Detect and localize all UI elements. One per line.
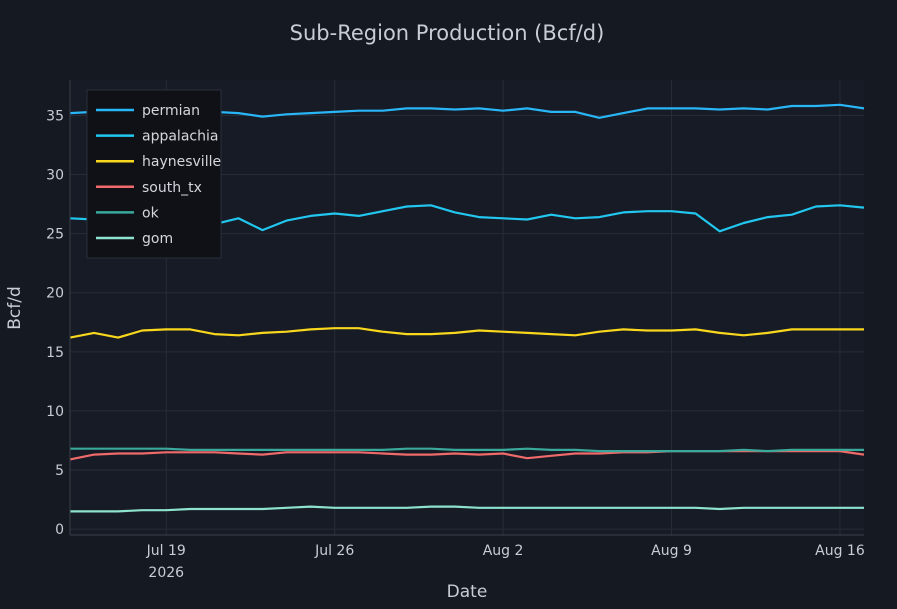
y-tick-label: 25: [46, 227, 64, 243]
legend-label-permian[interactable]: permian: [142, 103, 200, 119]
y-tick-label: 10: [46, 404, 64, 420]
x-tick-label: Jul 26: [314, 543, 354, 559]
legend-label-ok[interactable]: ok: [142, 205, 160, 221]
legend-box: [86, 89, 222, 259]
legend-label-appalachia[interactable]: appalachia: [142, 129, 218, 145]
y-axis-ticks: 0 5 10 15 20 25 30 35: [46, 108, 64, 538]
y-tick-label: 0: [55, 522, 64, 538]
x-axis-title: Date: [447, 582, 488, 602]
y-tick-label: 5: [55, 463, 64, 479]
x-tick-label: Aug 16: [815, 543, 865, 559]
series-line-gom: [70, 505, 864, 513]
y-tick-label: 15: [46, 345, 64, 361]
series-line-ok: [70, 447, 864, 453]
x-tick-label: Aug 2: [483, 543, 524, 559]
legend-label-haynesville[interactable]: haynesville: [142, 154, 221, 170]
x-tick-label: Jul 19: [146, 543, 186, 559]
y-tick-label: 35: [46, 108, 64, 124]
chart-title: Sub-Region Production (Bcf/d): [290, 21, 605, 45]
y-tick-label: 20: [46, 286, 64, 302]
x-tick-sublabel: 2026: [148, 565, 184, 581]
series-line-haynesville: [69, 327, 864, 339]
x-tick-label: Aug 9: [651, 543, 692, 559]
legend-label-gom[interactable]: gom: [142, 231, 173, 247]
legend-label-south-tx[interactable]: south_tx: [142, 180, 202, 196]
y-axis-title: Bcf/d: [5, 286, 25, 330]
y-tick-label: 30: [46, 168, 64, 184]
x-axis-ticks: Jul 19 2026 Jul 26 Aug 2 Aug 9 Aug 16: [146, 543, 865, 581]
